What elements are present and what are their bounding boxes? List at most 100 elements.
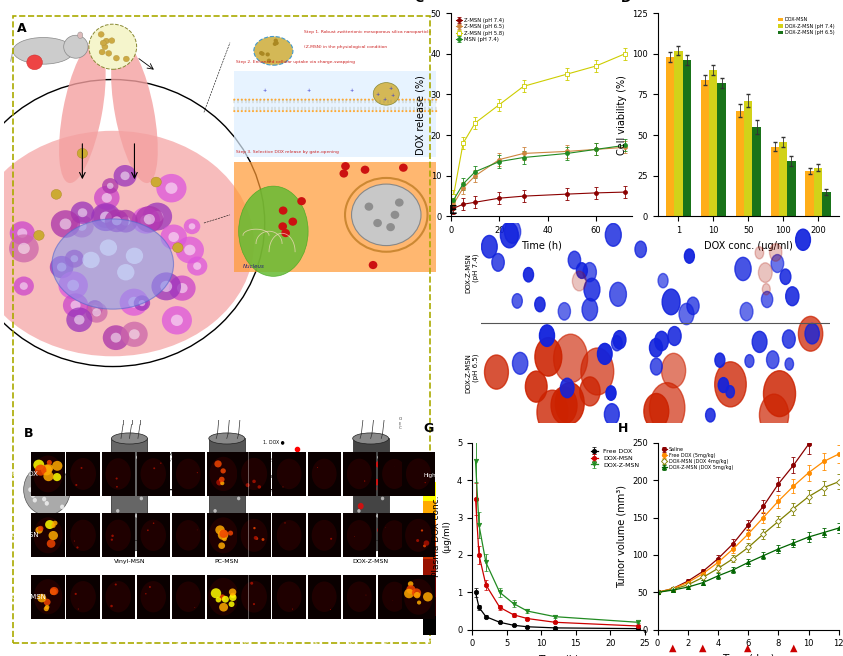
Text: MSN: MSN — [40, 516, 54, 521]
Circle shape — [504, 220, 521, 243]
Circle shape — [715, 362, 746, 407]
Circle shape — [259, 51, 263, 55]
Circle shape — [67, 279, 79, 291]
Text: Tumor: Tumor — [209, 635, 223, 649]
Circle shape — [358, 464, 362, 468]
Ellipse shape — [241, 581, 267, 613]
Ellipse shape — [176, 581, 201, 612]
Circle shape — [427, 98, 430, 100]
Circle shape — [361, 526, 367, 533]
Ellipse shape — [406, 459, 431, 489]
Circle shape — [260, 98, 261, 100]
Text: B: B — [24, 427, 33, 440]
Circle shape — [50, 587, 58, 595]
Bar — [423, 520, 436, 539]
Circle shape — [300, 98, 303, 100]
Ellipse shape — [78, 32, 83, 39]
Circle shape — [782, 330, 795, 348]
Circle shape — [286, 98, 287, 100]
Circle shape — [274, 39, 278, 43]
Circle shape — [786, 287, 799, 306]
Circle shape — [171, 315, 183, 326]
Circle shape — [115, 478, 118, 480]
Y-axis label: Tumor volume (mm³): Tumor volume (mm³) — [616, 485, 626, 588]
Circle shape — [353, 110, 355, 112]
Circle shape — [609, 282, 626, 306]
Circle shape — [222, 596, 229, 603]
Bar — [272, 513, 306, 558]
Circle shape — [51, 485, 56, 489]
Ellipse shape — [241, 458, 267, 490]
Circle shape — [424, 110, 426, 112]
Circle shape — [412, 588, 422, 598]
Ellipse shape — [209, 518, 238, 553]
Circle shape — [282, 98, 284, 100]
Circle shape — [151, 177, 161, 187]
Ellipse shape — [347, 520, 372, 550]
Circle shape — [70, 215, 94, 237]
Circle shape — [135, 514, 138, 518]
Circle shape — [398, 98, 400, 100]
Circle shape — [110, 605, 113, 607]
Circle shape — [50, 256, 73, 278]
Circle shape — [58, 272, 88, 299]
Ellipse shape — [105, 459, 131, 489]
Circle shape — [266, 52, 270, 56]
Circle shape — [37, 594, 46, 602]
Circle shape — [330, 609, 331, 610]
Circle shape — [606, 386, 616, 400]
Ellipse shape — [70, 458, 96, 490]
Circle shape — [132, 207, 160, 234]
Text: F: F — [13, 430, 21, 443]
Bar — [207, 452, 240, 496]
Circle shape — [649, 338, 663, 357]
Circle shape — [357, 98, 359, 100]
Circle shape — [762, 283, 771, 295]
Bar — [67, 452, 99, 496]
X-axis label: DOX conc. (μg/ml): DOX conc. (μg/ml) — [704, 241, 792, 251]
Circle shape — [346, 98, 347, 100]
Circle shape — [421, 529, 423, 531]
Circle shape — [92, 305, 98, 311]
Circle shape — [687, 297, 699, 315]
Circle shape — [679, 303, 694, 325]
Text: Lung: Lung — [277, 635, 289, 647]
Circle shape — [237, 110, 239, 112]
Bar — [31, 513, 65, 558]
Circle shape — [253, 527, 255, 529]
Circle shape — [232, 514, 235, 518]
Circle shape — [266, 58, 271, 63]
Circle shape — [424, 541, 429, 546]
Circle shape — [248, 110, 250, 112]
Circle shape — [556, 382, 584, 424]
Circle shape — [219, 477, 224, 482]
Circle shape — [43, 471, 54, 482]
Circle shape — [423, 592, 432, 602]
Circle shape — [308, 98, 310, 100]
Circle shape — [798, 316, 823, 351]
Bar — [701, 80, 709, 216]
Circle shape — [116, 464, 120, 468]
Circle shape — [250, 582, 253, 584]
Circle shape — [234, 98, 235, 100]
Circle shape — [78, 148, 88, 158]
Circle shape — [726, 386, 734, 398]
Circle shape — [228, 471, 231, 474]
Circle shape — [41, 464, 52, 476]
Ellipse shape — [312, 459, 336, 489]
Bar — [674, 51, 683, 216]
Circle shape — [52, 461, 62, 471]
Circle shape — [218, 529, 226, 537]
Circle shape — [284, 522, 286, 523]
Circle shape — [501, 222, 518, 248]
Circle shape — [83, 252, 99, 268]
Circle shape — [10, 221, 35, 245]
Circle shape — [341, 98, 344, 100]
Circle shape — [44, 606, 49, 611]
Y-axis label: Plasma DOX conc.
(μg/ml): Plasma DOX conc. (μg/ml) — [432, 495, 452, 577]
Circle shape — [165, 182, 178, 194]
Circle shape — [584, 278, 600, 301]
Circle shape — [286, 110, 287, 112]
Ellipse shape — [352, 184, 421, 245]
Circle shape — [715, 353, 725, 367]
